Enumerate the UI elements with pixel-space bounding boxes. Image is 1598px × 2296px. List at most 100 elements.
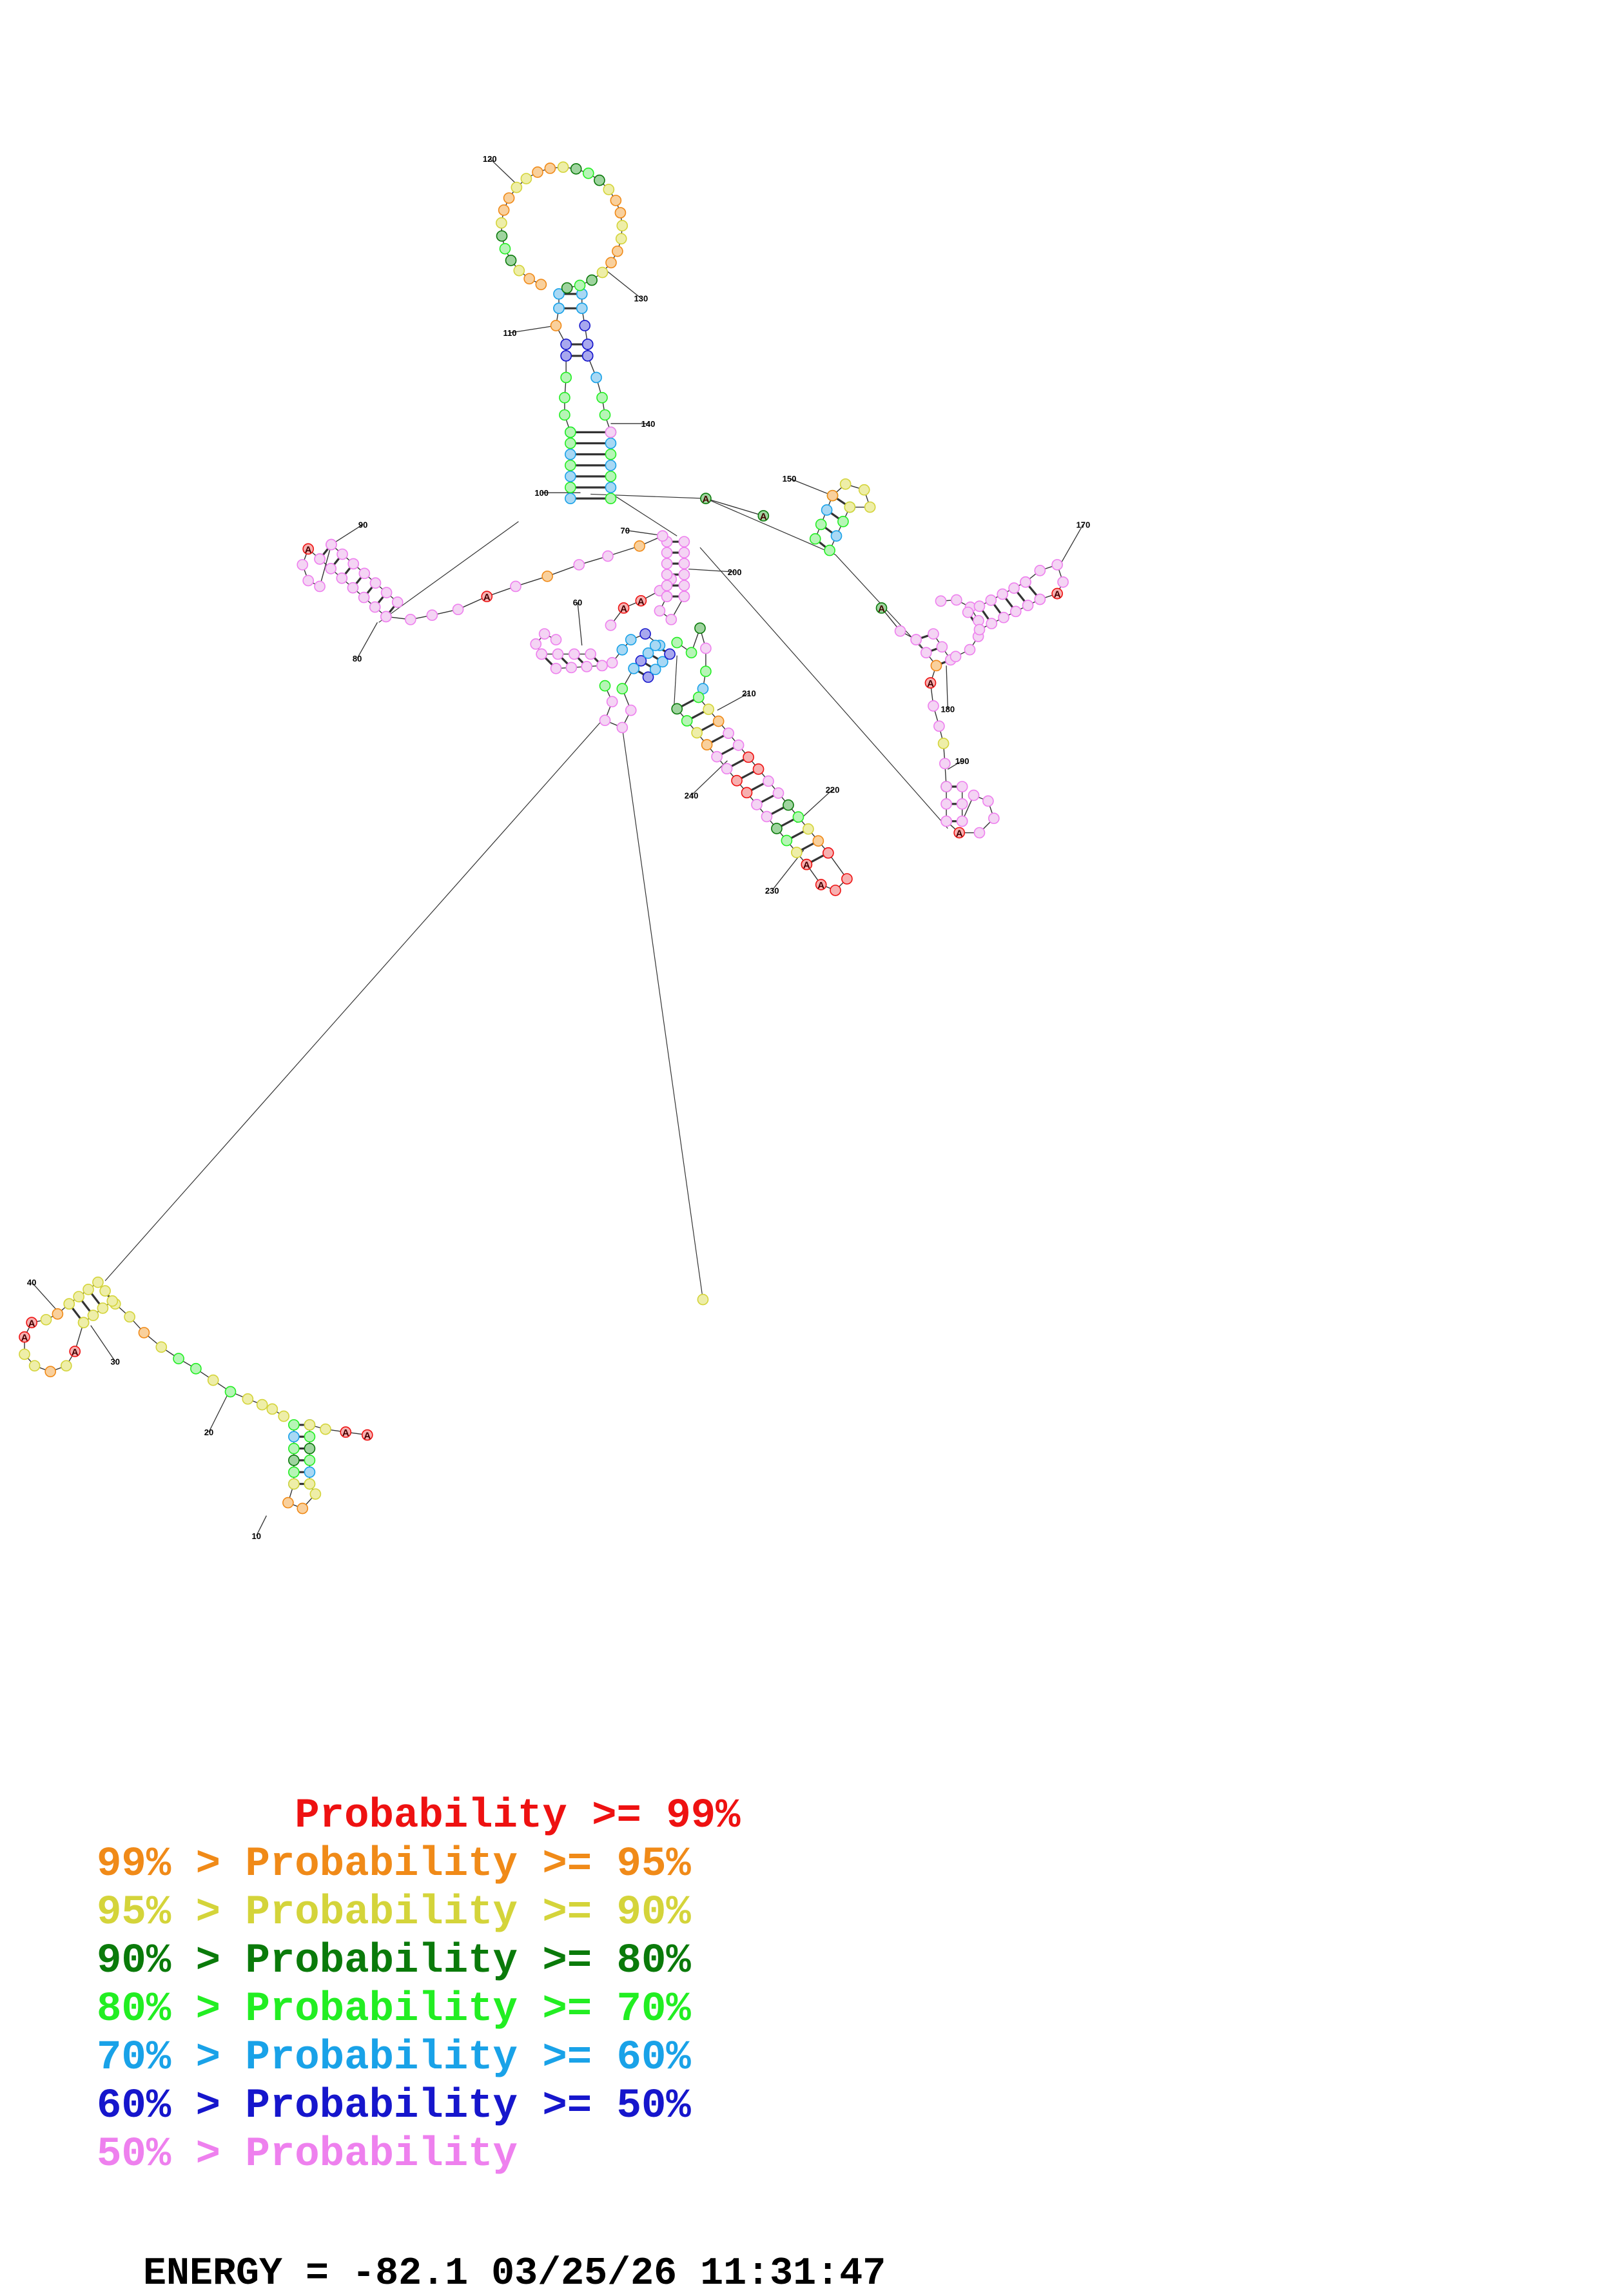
nucleotide (722, 763, 732, 774)
nucleotide (714, 716, 724, 727)
nucleotide (93, 1277, 103, 1288)
nucleotide: A (954, 827, 964, 839)
nucleotide (824, 545, 835, 556)
nucleotide (545, 163, 555, 173)
nucleotide (702, 740, 712, 750)
legend-threshold: 60% > (97, 2083, 245, 2130)
nucleotide (692, 727, 702, 738)
nucleotide: A (19, 1332, 30, 1344)
nucleotide (626, 705, 636, 716)
nucleotide (1011, 606, 1021, 616)
nucleotide (19, 1349, 30, 1359)
nucleotide (607, 658, 618, 668)
nucleotide-letter: A (817, 880, 824, 891)
nucleotide (565, 438, 576, 448)
nucleotide (963, 607, 973, 618)
nucleotide (687, 647, 697, 658)
base-pair-bonds (69, 294, 1040, 1484)
nucleotide (583, 351, 593, 361)
nucleotide: A (1052, 589, 1062, 600)
nucleotide (1058, 577, 1068, 587)
nucleotide (703, 704, 714, 714)
legend-row: Probability >= 99% (97, 1792, 741, 1841)
legend-label: Probability >= 95% (245, 1841, 690, 1888)
nucleotide (841, 479, 851, 489)
nucleotide (336, 573, 347, 584)
nucleotide (968, 790, 979, 800)
position-label: 80 (353, 654, 362, 663)
nucleotide: A (701, 493, 711, 505)
nucleotide (754, 764, 764, 774)
backbone-segment (105, 720, 602, 1280)
nucleotide (827, 491, 837, 501)
nucleotide (941, 799, 951, 809)
nucleotide (822, 505, 832, 515)
nucleotide (650, 640, 661, 651)
nucleotide (679, 569, 689, 580)
nucleotide (941, 816, 951, 827)
nucleotide (359, 568, 369, 578)
nucleotide (640, 629, 650, 639)
nucleotide: A (925, 678, 935, 689)
nucleotide (605, 449, 616, 460)
nucleotide (506, 255, 516, 266)
nucleotide (921, 647, 931, 658)
nucleotide: A (340, 1427, 351, 1438)
nucleotide (679, 580, 689, 591)
nucleotide (813, 836, 823, 846)
nucleotide (654, 605, 665, 616)
nucleotide (560, 409, 570, 420)
nucleotide (496, 218, 507, 228)
position-label: 110 (503, 328, 517, 338)
nucleotide (565, 460, 576, 471)
nucleotide (208, 1375, 219, 1386)
nucleotide (603, 551, 613, 561)
nucleotide (581, 662, 592, 672)
nucleotide (712, 752, 722, 762)
nucleotide (289, 1467, 299, 1477)
nucleotide-letter: A (927, 678, 934, 689)
nucleotide (382, 587, 392, 598)
position-tick (357, 622, 377, 658)
nucleotide (304, 1420, 315, 1430)
nucleotide (289, 1455, 299, 1466)
nucleotide (974, 601, 984, 611)
nucleotide (605, 493, 616, 504)
position-label: 190 (955, 756, 970, 766)
position-tick (91, 1326, 115, 1362)
nucleotide (1022, 600, 1033, 611)
energy-value: ENERGY = -82.1 (143, 2252, 468, 2296)
nucleotide-letter: A (620, 603, 627, 614)
nucleotide (278, 1411, 289, 1421)
position-labels: 1020304060702008090100110120130140150170… (27, 154, 1090, 1541)
nucleotide (597, 660, 607, 671)
nucleotide (524, 273, 534, 284)
nucleotide (583, 339, 593, 349)
nucleotide (957, 799, 968, 809)
position-tick (510, 326, 556, 333)
nucleotide (783, 800, 794, 810)
nucleotide (289, 1431, 299, 1442)
nucleotide (803, 824, 814, 834)
nucleotide (496, 231, 507, 241)
nucleotide (1052, 560, 1062, 570)
nucleotide (951, 594, 962, 605)
nucleotide (551, 320, 561, 331)
nucleotide (542, 571, 552, 582)
nucleotide (831, 531, 841, 541)
nucleotide (257, 1400, 268, 1410)
nucleotide (574, 560, 584, 570)
nucleotide (370, 578, 380, 588)
nucleotide (935, 596, 946, 606)
nucleotide (225, 1386, 235, 1397)
position-label: 100 (534, 488, 549, 498)
nucleotide (974, 624, 984, 634)
position-tick (1060, 524, 1084, 565)
nucleotide (597, 268, 607, 278)
nucleotide (761, 811, 772, 821)
nucleotide (536, 279, 546, 289)
nucleotide (381, 611, 391, 622)
nucleotide (615, 208, 625, 218)
nucleotide (662, 547, 672, 558)
